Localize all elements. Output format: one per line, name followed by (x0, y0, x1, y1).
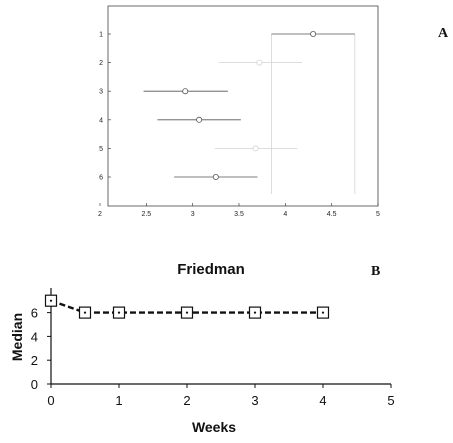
panel-b-x-tick-label: 1 (115, 393, 122, 408)
panel-a-x-tick-label: 3 (191, 211, 195, 218)
panel-a-x-tick-label: 4 (283, 211, 287, 218)
panel-b-y-tick-label: 6 (31, 306, 38, 321)
panel-b-letter: B (371, 264, 380, 279)
panel-a-y-tick-label: 3 (99, 89, 103, 96)
panel-a-y-tick-label: 2 (99, 60, 103, 67)
panel-a-y-tick-label: 4 (99, 117, 103, 124)
panel-a-y-tick-label: 5 (99, 146, 103, 153)
panel-b-x-tick-label: 0 (47, 393, 54, 408)
panel-b-marker-dot (185, 311, 189, 314)
panel-b-marker-dot (321, 311, 325, 314)
panel-a-confidence-interval-chart: 2 2.5 3 3.5 4 4.5 5 1 2 3 4 5 6 (98, 5, 380, 218)
panel-a-estimate-marker (310, 30, 317, 37)
panel-b-y-ticks: 0 2 4 6 (31, 306, 51, 392)
panel-a-letter: A (438, 26, 449, 41)
panel-a-reference-lines (271, 34, 356, 194)
panel-b-y-tick-label: 0 (31, 377, 38, 392)
panel-b-x-ticks: 0 1 2 3 4 5 (47, 384, 395, 408)
panel-b-y-tick-label: 4 (31, 329, 38, 344)
panel-a-y-tick-label: 1 (99, 32, 103, 39)
panel-a-x-tick-label: 5 (376, 211, 380, 218)
panel-a-interval-marks (143, 30, 355, 180)
panel-b-marker-dot (253, 311, 257, 314)
panel-a-plot-frame (107, 5, 379, 207)
panel-a-x-axis: 2 2.5 3 3.5 4 4.5 5 (98, 203, 380, 218)
panel-a-x-tick-label: 2 (98, 211, 102, 218)
panel-b-y-label: Median (9, 313, 25, 361)
panel-a-estimate-marker (256, 59, 263, 66)
panel-b-x-tick-label: 2 (183, 393, 190, 408)
panel-b-series (44, 294, 330, 319)
panel-a-estimate-marker (196, 116, 203, 123)
panel-a-x-tick-label: 2.5 (141, 211, 151, 218)
panel-b-marker-dot (83, 311, 87, 314)
panel-b-y-tick-label: 2 (31, 353, 38, 368)
panel-b-line-chart: Friedman 0 2 4 6 0 1 2 3 4 5 Weeks Median (9, 261, 395, 435)
panel-a-x-tick-label: 4.5 (327, 211, 337, 218)
panel-a-y-tick-label: 6 (99, 175, 103, 182)
panel-b-x-tick-label: 5 (387, 393, 394, 408)
panel-b-x-label: Weeks (192, 419, 236, 435)
panel-a-x-tick-label: 3.5 (234, 211, 244, 218)
panel-a-estimate-marker (212, 173, 219, 180)
panel-a-y-axis: 1 2 3 4 5 6 (99, 32, 111, 182)
panel-b-marker-dot (117, 311, 121, 314)
panel-a-estimate-marker (252, 145, 259, 152)
panel-b-x-tick-label: 4 (319, 393, 326, 408)
panel-b-marker-dot (49, 299, 53, 302)
panel-b-x-tick-label: 3 (251, 393, 258, 408)
panel-a-estimate-marker (182, 88, 189, 95)
panel-b-title: Friedman (177, 261, 245, 278)
